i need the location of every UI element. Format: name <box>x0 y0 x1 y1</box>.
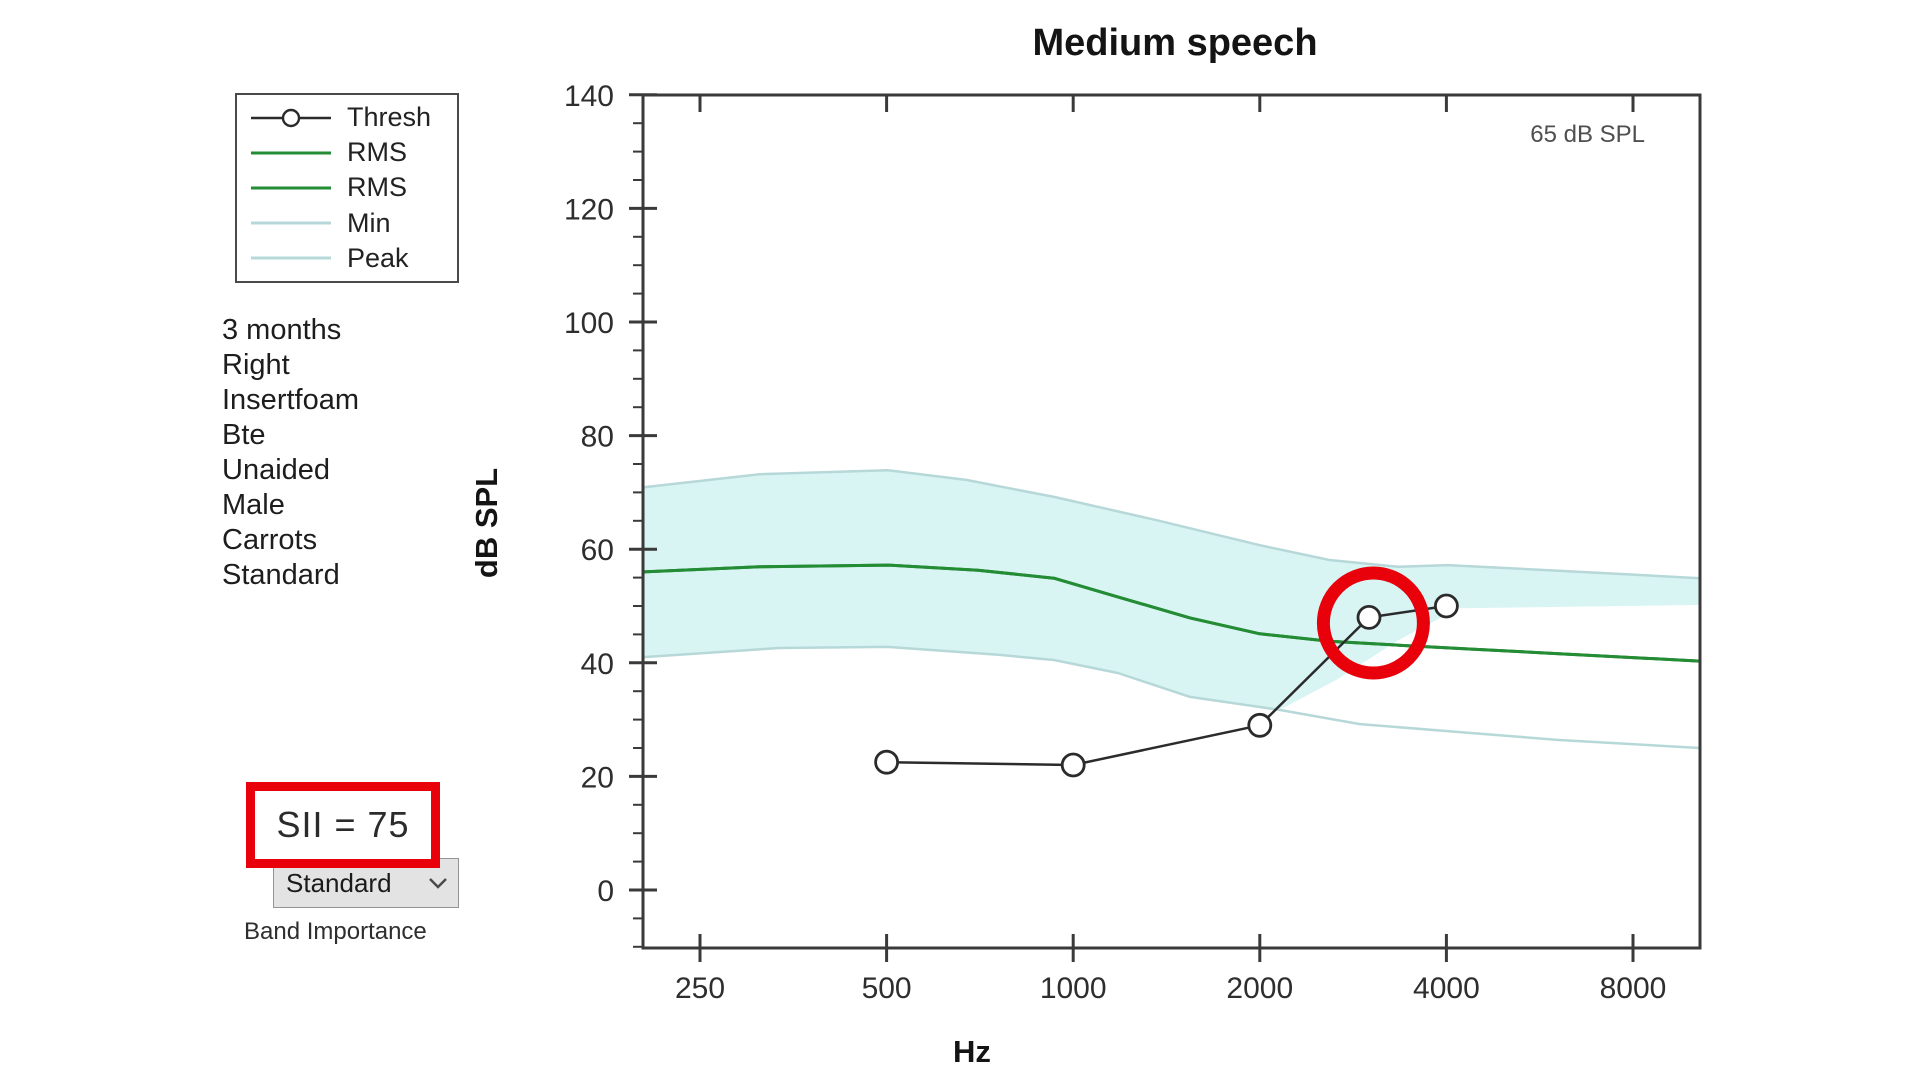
line-swatch-icon <box>251 151 331 155</box>
fitting-info-line: Standard <box>222 559 340 591</box>
highlight-circle-annotation <box>1316 566 1430 680</box>
threshold-marker <box>1247 712 1273 738</box>
legend-item-rms-1: RMS <box>249 137 449 168</box>
fitting-info-line: Right <box>222 349 290 381</box>
legend-item-label: RMS <box>347 137 407 168</box>
band-importance-dropdown-value: Standard <box>286 867 392 898</box>
y-axis-tick-label: 60 <box>581 534 614 567</box>
input-level-annotation: 65 dB SPL <box>1530 121 1645 148</box>
legend-item-label: Thresh <box>347 102 432 133</box>
chart-title: Medium speech <box>1032 22 1317 64</box>
y-axis-tick-label: 140 <box>564 80 614 113</box>
speech-band-fill <box>643 470 1700 710</box>
fitting-info-line: Carrots <box>222 524 318 556</box>
x-axis-tick-label: 4000 <box>1413 972 1480 1005</box>
fitting-info-line: Unaided <box>222 454 331 486</box>
threshold-swatch-icon <box>251 108 331 127</box>
series-rms-line <box>643 563 1700 663</box>
x-axis-tick-label: 250 <box>675 972 725 1005</box>
threshold-marker <box>1356 605 1382 630</box>
threshold-marker <box>874 749 899 775</box>
series-peak-line <box>643 468 1700 580</box>
line-swatch-icon <box>251 221 331 225</box>
band-importance-label: Band Importance <box>244 918 427 945</box>
threshold-marker <box>1060 752 1086 778</box>
legend-item-label: Min <box>347 207 391 238</box>
x-axis-tick-label: 1000 <box>1040 972 1107 1005</box>
y-axis-tick-label: 40 <box>581 648 614 681</box>
y-axis-tick-label: 120 <box>564 193 614 226</box>
sii-score-box: SII = 75 <box>246 782 440 868</box>
legend-item-thresh-0: Thresh <box>249 102 449 133</box>
chevron-down-icon <box>429 878 447 889</box>
x-axis-tick-label: 500 <box>862 972 912 1005</box>
legend-item-label: RMS <box>347 172 407 203</box>
y-axis-tick-label: 80 <box>581 421 614 454</box>
fitting-info-line: Bte <box>222 419 266 451</box>
line-swatch-icon <box>251 256 331 260</box>
series-min-line <box>643 645 1700 750</box>
threshold-marker <box>1434 593 1459 619</box>
y-axis-tick-label: 20 <box>581 761 614 794</box>
chart-legend: Thresh RMS RMS Min Peak <box>235 93 459 283</box>
legend-item-rms-2: RMS <box>249 172 449 203</box>
fitting-info-line: Male <box>222 489 285 521</box>
fitting-info-line: Insertfoam <box>222 384 359 416</box>
legend-item-min-3: Min <box>249 208 449 239</box>
legend-item-peak-4: Peak <box>249 243 449 274</box>
legend-item-label: Peak <box>347 242 409 273</box>
fitting-info-line: 3 months <box>222 314 342 346</box>
line-swatch-icon <box>251 186 331 190</box>
fitting-info-panel: 3 months Right Insertfoam Bte Unaided Male Car… <box>222 313 359 593</box>
y-axis-tick-label: 0 <box>597 875 614 908</box>
y-axis-tick-label: 100 <box>564 307 614 340</box>
x-axis-title: Hz <box>953 1034 991 1069</box>
sii-score-text: SII = 75 <box>276 804 410 845</box>
x-axis-tick-label: 2000 <box>1226 972 1293 1005</box>
y-axis-title: dB SPL <box>469 468 504 578</box>
x-axis-tick-label: 8000 <box>1600 972 1667 1005</box>
